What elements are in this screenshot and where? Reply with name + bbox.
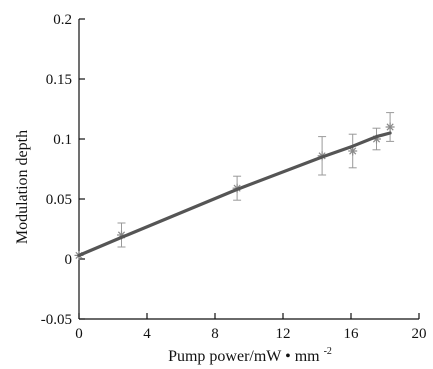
fit-line <box>77 131 392 257</box>
marker-stroke <box>386 123 394 131</box>
data-point <box>385 122 395 132</box>
x-axis-title-exponent: -2 <box>324 346 332 357</box>
x-axis-title-unit: mm <box>295 348 320 365</box>
fit-line-group <box>77 131 392 257</box>
x-tick-label: 4 <box>143 326 151 342</box>
axes <box>78 19 419 320</box>
y-axis-title: Modulation depth <box>14 130 31 244</box>
y-tick-label: 0 <box>65 252 73 268</box>
x-tick-label: 12 <box>276 326 291 342</box>
y-tick-label: 0.15 <box>46 72 72 88</box>
x-tick-label: 8 <box>211 326 219 342</box>
y-tick-label: 0.1 <box>53 132 72 148</box>
marker-stroke <box>349 147 357 155</box>
y-tick-label: 0.05 <box>46 192 72 208</box>
x-axis-title-dot: • <box>285 348 295 365</box>
x-tick-label: 16 <box>344 326 360 342</box>
y-tick-label: -0.05 <box>41 312 72 328</box>
x-tick-label: 20 <box>412 326 427 342</box>
error-bars <box>117 112 395 248</box>
y-tick-label: 0.2 <box>53 12 72 28</box>
x-tick-label: 0 <box>75 326 83 342</box>
data-point <box>348 146 358 156</box>
x-axis-title: Pump power/mW • mm -2 <box>168 346 332 365</box>
x-axis-title-main: Pump power/mW <box>168 348 282 365</box>
